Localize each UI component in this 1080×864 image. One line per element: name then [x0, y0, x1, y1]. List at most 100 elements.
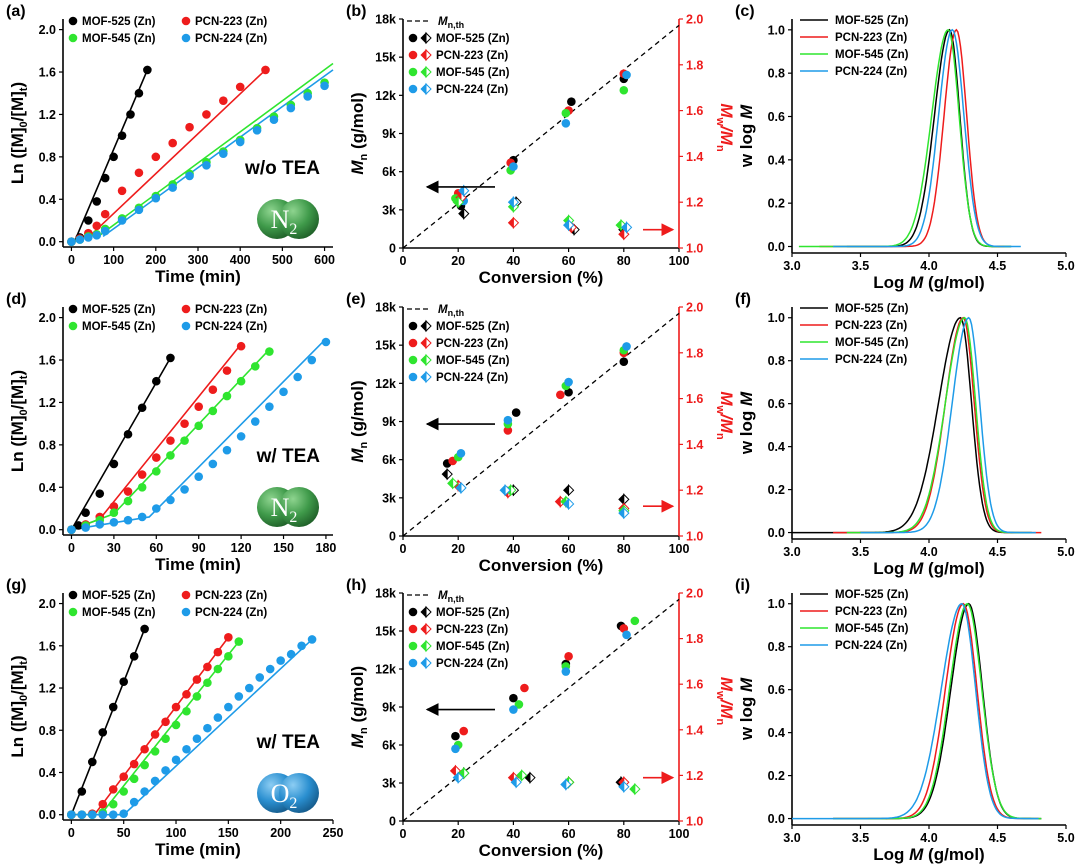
pdi-right-half [425, 336, 432, 350]
legend-label: MOF-545 (Zn) [82, 607, 156, 619]
y2-tick-label: 1.2 [686, 769, 703, 783]
data-point [137, 470, 147, 479]
y2-tick-label: 1.2 [686, 196, 703, 210]
gas-formula: N2 [271, 205, 298, 238]
ylabel-italic: M [348, 160, 367, 175]
y-tick-label: 0.4 [768, 153, 785, 167]
y-tick-label: 0.8 [768, 67, 785, 81]
y-tick-label: 9k [382, 415, 396, 429]
data-point [234, 637, 244, 646]
x-tick-label: 100 [669, 254, 690, 268]
data-point [134, 205, 144, 215]
legend-pdi-marker [420, 656, 432, 670]
y-axis-label: Mn (g/mol) [348, 666, 370, 748]
pdi-point [563, 483, 575, 497]
y-tick-label: 1.6 [39, 354, 56, 368]
data-point [108, 799, 118, 809]
data-point [123, 496, 133, 506]
data-point [180, 485, 189, 494]
data-point [150, 776, 160, 786]
legend-label: PCN-224 (Zn) [436, 84, 508, 96]
legend-label: MOF-525 (Zn) [82, 304, 156, 316]
pdi-right-half [452, 477, 459, 490]
gpc-panel-i: 3.0 3.5 4.0 4.5 5.0 0.0 0.2 0.4 0.6 0.8 1.0 Log M (… [735, 577, 1075, 864]
x-tick-label: 30 [107, 541, 121, 555]
data-point [250, 417, 260, 426]
pdi-point [507, 216, 520, 230]
y-axis-label: Ln ([M]0/[M]t) [8, 370, 30, 472]
pdi-left-half [560, 778, 567, 791]
data-point [108, 785, 118, 794]
legend-label: PCN-223 (Zn) [436, 338, 508, 350]
data-point [166, 495, 175, 505]
y-tick-label: 12k [375, 377, 396, 391]
ylabel-sub: n [358, 153, 370, 160]
x-tick-label: 40 [506, 542, 520, 556]
y-tick-label: 0.0 [768, 240, 785, 254]
data-point [222, 445, 232, 455]
panel-label: (f) [735, 291, 751, 308]
gas-subscript: 2 [289, 221, 297, 238]
gpc-curve [792, 316, 1032, 534]
data-point [161, 766, 170, 775]
data-point [123, 515, 133, 525]
ylabel-sub: t [18, 87, 30, 91]
data-point [203, 678, 212, 688]
data-point [129, 759, 139, 769]
mn-point [514, 700, 524, 709]
data-point [213, 664, 223, 674]
kinetics-panel-d: 0 30 60 90 120 150 180 0.0 0.4 0.8 1.2 1.6 2.0 Time (… [6, 291, 336, 574]
legend-marker [68, 16, 78, 26]
data-point [161, 717, 170, 727]
data-point [192, 692, 202, 701]
legend-pdi-marker [420, 65, 432, 79]
pdi-left-half [420, 320, 427, 332]
data-point [166, 436, 175, 445]
data-point [75, 235, 85, 244]
y-tick-label: 1.2 [39, 396, 56, 410]
ylabel-part: /[M] [8, 379, 27, 409]
legend-marker [181, 321, 191, 331]
data-point [119, 772, 128, 782]
legend-italic: M [438, 16, 448, 28]
data-point [137, 403, 147, 413]
legend-label: PCN-223 (Zn) [195, 304, 267, 316]
x-axis-label: Log M (g/mol) [873, 273, 984, 292]
x-tick-label: 100 [103, 253, 124, 267]
data-point [117, 186, 127, 196]
pdi-right-half [568, 218, 575, 232]
data-point [194, 472, 204, 481]
x-axis-label: Conversion (%) [479, 556, 604, 575]
data-point [108, 702, 118, 712]
pdi-right-half [634, 782, 641, 796]
legend-label: MOF-525 (Zn) [436, 321, 510, 333]
data-point [151, 504, 161, 513]
ylabel-part: ) [8, 82, 27, 88]
legend-label: PCN-224 (Zn) [195, 607, 267, 619]
pdi-left-half [420, 354, 427, 366]
y-axis-label: w log M [737, 391, 756, 455]
y-tick-label: 12k [375, 663, 396, 677]
x-label-italic: M [909, 273, 924, 292]
legend-label: MOF-525 (Zn) [835, 15, 909, 27]
data-point [265, 402, 274, 411]
x-axis-label: Conversion (%) [479, 268, 604, 287]
data-point [235, 82, 245, 92]
data-point [84, 216, 93, 225]
pdi-right-half [623, 506, 630, 520]
pdi-right-half [521, 769, 528, 782]
pdi-point [563, 218, 575, 232]
ylabel-part: Ln ([M] [8, 701, 27, 758]
y-axis-label: w log M [737, 104, 756, 168]
data-point [109, 152, 118, 162]
y-tick-label: 0.6 [768, 397, 785, 411]
data-point [224, 702, 233, 712]
x-tick-label: 200 [145, 253, 166, 267]
legend-marker [408, 33, 418, 43]
legend-marker [68, 607, 78, 617]
data-point [194, 421, 204, 431]
theory-line [402, 598, 680, 822]
y-tick-label: 0.8 [39, 438, 56, 452]
y2-tick-label: 2.0 [686, 13, 703, 27]
data-point [150, 747, 160, 756]
